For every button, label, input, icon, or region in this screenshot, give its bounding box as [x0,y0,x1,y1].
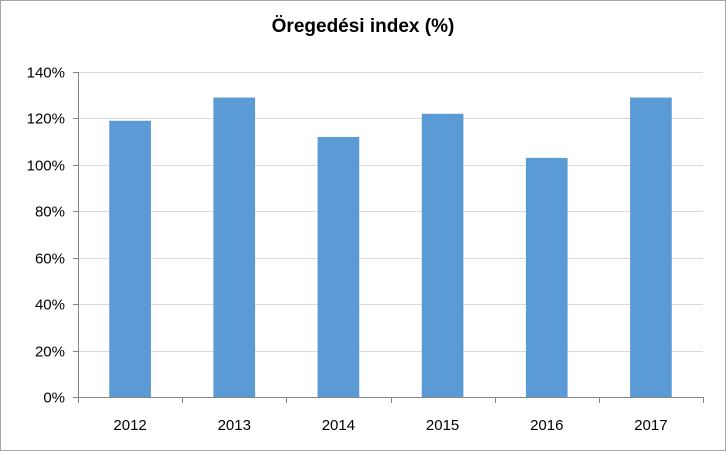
y-tick-label: 60% [35,251,65,268]
y-tick-label: 20% [35,344,65,361]
y-tick-label: 40% [35,297,65,314]
bar-2017 [630,97,672,398]
y-tick-label: 0% [43,390,65,407]
y-tick-label: 120% [27,111,65,128]
x-tick-label: 2016 [530,417,563,434]
x-tick-label: 2017 [634,417,667,434]
x-tick-label: 2013 [218,417,251,434]
bar-2016 [525,157,568,397]
x-tick-label: 2015 [426,417,459,434]
bar-2014 [317,137,360,397]
x-tick-label: 2014 [322,417,355,434]
y-tick-label: 140% [27,65,65,82]
chart-title: Öregedési index (%) [271,16,455,37]
bar-2013 [213,97,256,398]
bar-2015 [421,113,464,398]
x-tick-label: 2012 [113,417,146,434]
y-tick-label: 80% [35,204,65,221]
bar-2012 [109,120,151,397]
y-tick-label: 100% [27,158,65,175]
